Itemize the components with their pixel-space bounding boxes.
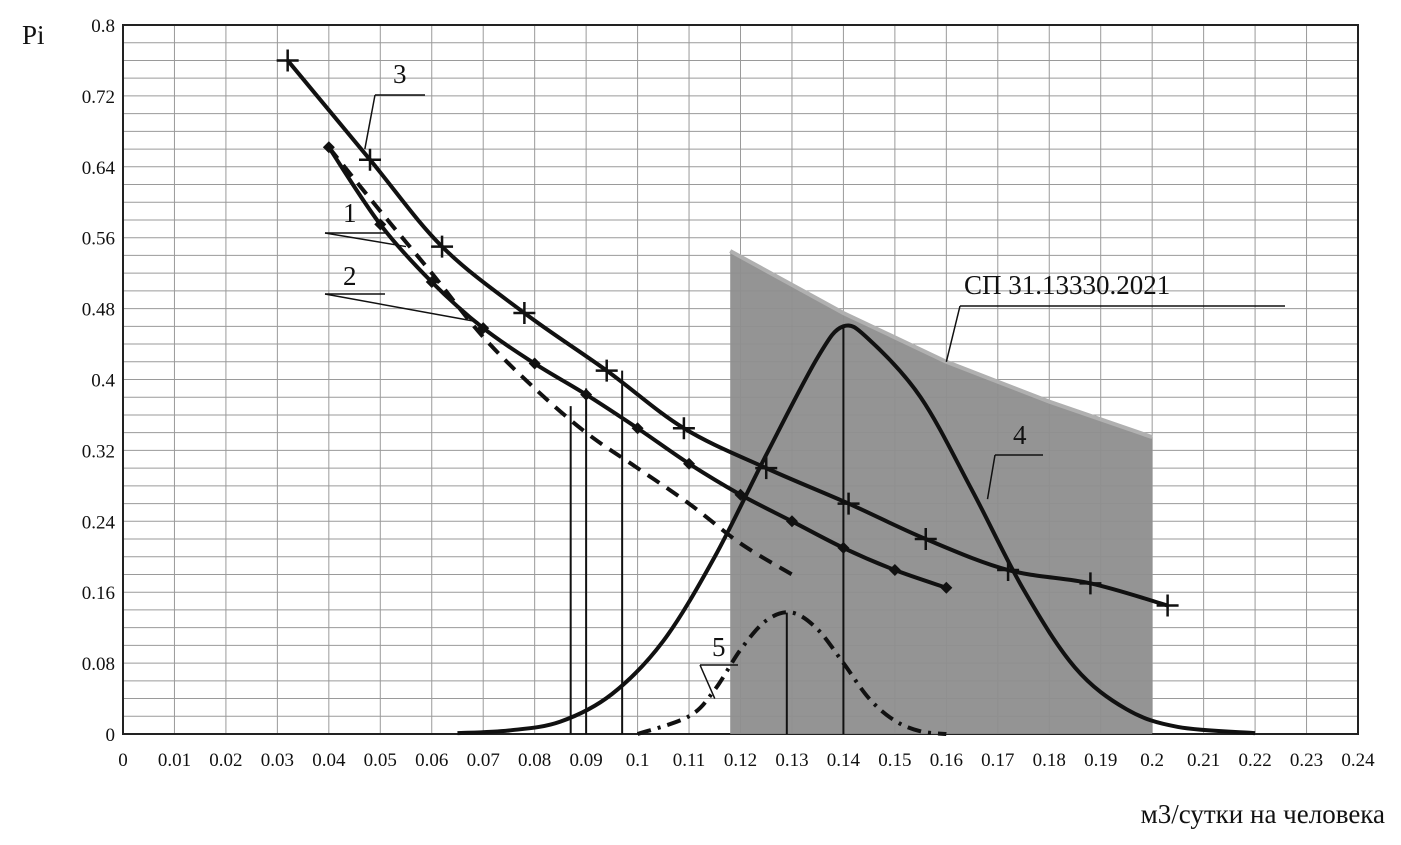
x-tick-label: 0.11 [673, 750, 706, 771]
series-1-point [631, 422, 644, 435]
x-tick-label: 0.09 [570, 750, 603, 771]
series-1-point [785, 515, 798, 528]
series-3-point [1079, 572, 1102, 595]
callout-label: 2 [343, 261, 357, 291]
x-tick-label: 0.05 [364, 750, 397, 771]
vertical-lines [569, 326, 845, 734]
x-tick-label: 0.02 [209, 750, 242, 771]
callout-label: СП 31.13330.2021 [964, 270, 1170, 300]
callout-leader [699, 664, 716, 699]
series-3-point [595, 359, 618, 382]
callout-leader [364, 94, 376, 150]
shaded-area [730, 250, 1153, 734]
callout-leader [324, 232, 407, 248]
tick-labels: 0 0.01 0.02 0.03 0.04 0.05 0.06 0.07 0.08 0.09 0.1… [82, 16, 1375, 771]
x-tick-label: 0.1 [626, 750, 650, 771]
series-2-line [327, 146, 793, 577]
callout-leader [986, 454, 996, 500]
x-tick-label: 0.13 [775, 750, 808, 771]
x-tick-label: 0.03 [261, 750, 294, 771]
x-tick-label: 0.01 [158, 750, 191, 771]
callout-label: 5 [712, 632, 726, 662]
callout-leader [945, 305, 961, 362]
x-tick-label: 0.2 [1140, 750, 1164, 771]
x-tick-label: 0.12 [724, 750, 757, 771]
x-tick-label: 0.23 [1290, 750, 1323, 771]
x-tick-label: 0.04 [312, 750, 346, 771]
x-tick-label: 0.14 [827, 750, 861, 771]
x-tick-label: 0.15 [878, 750, 911, 771]
series-1-point [888, 564, 901, 577]
y-tick-label: 0.16 [82, 583, 115, 604]
x-tick-label: 0.19 [1084, 750, 1117, 771]
x-tick-label: 0.07 [467, 750, 500, 771]
series-3-point [1156, 594, 1179, 617]
callout-label: 1 [343, 198, 357, 228]
x-tick-label: 0.18 [1033, 750, 1066, 771]
series-1-point [683, 457, 696, 470]
callouts: 1 2 3 4 5 СП 31.13330.2021 [324, 59, 1285, 699]
y-axis-title: Pi [22, 20, 45, 50]
x-tick-label: 0.06 [415, 750, 448, 771]
y-tick-label: 0.08 [82, 654, 115, 675]
series-3-point [513, 302, 536, 325]
shaded-region [729, 249, 1153, 734]
x-tick-label: 0.16 [930, 750, 963, 771]
x-tick-label: 0.21 [1187, 750, 1220, 771]
series-3-point [837, 492, 860, 515]
series-1-point [374, 218, 387, 231]
x-tick-label: 0.22 [1238, 750, 1271, 771]
series-1-point [528, 357, 541, 370]
x-axis-title: м3/сутки на человека [1141, 799, 1385, 829]
series-3-point [431, 235, 454, 258]
y-tick-label: 0.32 [82, 441, 115, 462]
callout-label: 3 [393, 59, 407, 89]
x-tick-label: 0.24 [1341, 750, 1375, 771]
series-3-point [276, 49, 299, 72]
y-tick-label: 0.48 [82, 300, 115, 321]
series-3-point [914, 528, 937, 551]
series-1-point [940, 581, 953, 594]
x-tick-label: 0.08 [518, 750, 551, 771]
series-3-point [359, 148, 381, 171]
x-tick-label: 0 [118, 750, 128, 771]
callout-label: 4 [1013, 420, 1027, 450]
series-3-point [672, 417, 695, 440]
y-tick-label: 0.24 [82, 512, 116, 533]
x-tick-label: 0.17 [981, 750, 1014, 771]
y-tick-label: 0.72 [82, 87, 115, 108]
y-tick-label: 0.8 [91, 16, 115, 37]
y-tick-label: 0.4 [91, 371, 115, 392]
series-4-line [457, 323, 1256, 736]
callout-leader [324, 293, 479, 323]
y-tick-label: 0.56 [82, 229, 115, 250]
y-tick-label: 0 [106, 725, 116, 746]
series-5-line [636, 610, 947, 736]
y-tick-label: 0.64 [82, 158, 116, 179]
shaded-top-edge [729, 249, 1153, 439]
